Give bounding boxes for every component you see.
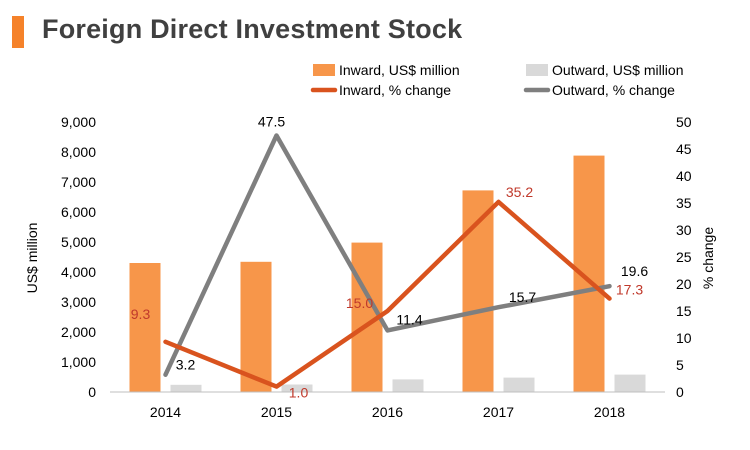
x-axis-tick-label: 2016 (372, 404, 403, 420)
right-axis-tick-label: 15 (676, 303, 692, 319)
left-axis-ticks: 0 1,000 2,000 3,000 4,000 5,000 6,000 7,000 8,00… (61, 114, 96, 400)
right-axis-tick-label: 40 (676, 168, 692, 184)
legend-label-3: Outward, % change (552, 82, 675, 98)
x-axis-tick-label: 2015 (261, 404, 292, 420)
outward-bar-2015 (281, 384, 313, 392)
legend-swatch-0 (313, 64, 335, 76)
left-axis-tick-label: 8,000 (61, 144, 96, 160)
right-axis-tick-label: 35 (676, 195, 692, 211)
outward-pct-label-2017: 15.7 (509, 289, 536, 305)
x-axis-tick-label: 2017 (483, 404, 514, 420)
right-axis-tick-label: 25 (676, 249, 692, 265)
inward-pct-label-2016: 15.0 (346, 295, 373, 311)
outward-bar-2014 (170, 384, 202, 392)
left-axis-tick-label: 7,000 (61, 174, 96, 190)
legend-swatch-1 (526, 64, 548, 76)
outward-bar-2018 (614, 374, 646, 392)
left-axis-tick-label: 1,000 (61, 354, 96, 370)
right-axis-tick-label: 20 (676, 276, 692, 292)
right-axis-tick-label: 0 (676, 384, 684, 400)
page-title: Foreign Direct Investment Stock (42, 14, 463, 44)
right-axis-ticks: 0 5 10 15 20 25 30 35 40 45 50 (676, 114, 692, 400)
outward-pct-label-2014: 3.2 (176, 357, 196, 373)
inward-pct-label-2018: 17.3 (616, 282, 643, 298)
inward-pct-change-line (163, 199, 612, 389)
outward-pct-change-line (163, 133, 612, 377)
left-axis-tick-label: 0 (88, 384, 96, 400)
left-axis-tick-label: 2,000 (61, 324, 96, 340)
bar-series-group (129, 155, 646, 392)
x-axis-ticks: 2014 2015 2016 2017 2018 (150, 404, 625, 420)
inward-pct-label-2017: 35.2 (506, 184, 533, 200)
legend-label-0: Inward, US$ million (339, 62, 460, 78)
outward-pct-label-2016: 11.4 (396, 311, 422, 327)
right-axis-tick-label: 10 (676, 330, 692, 346)
inward-bar-2014 (129, 263, 161, 392)
legend-label-1: Outward, US$ million (552, 62, 684, 78)
inward-pct-label-2014: 9.3 (131, 306, 151, 322)
left-axis-tick-label: 4,000 (61, 264, 96, 280)
title-accent-bar (12, 16, 24, 48)
chart-legend: Inward, US$ million Outward, US$ million I… (310, 62, 684, 98)
right-axis-tick-label: 5 (676, 357, 684, 373)
outward-bar-2017 (503, 377, 535, 392)
x-axis-tick-label: 2014 (150, 404, 181, 420)
left-axis-tick-label: 6,000 (61, 204, 96, 220)
inward-bar-2015 (240, 261, 272, 392)
outward-pct-label-2018: 19.6 (621, 263, 648, 279)
legend-label-2: Inward, % change (339, 82, 451, 98)
right-axis-tick-label: 50 (676, 114, 692, 130)
outward-bar-2016 (392, 379, 424, 392)
left-axis-tick-label: 9,000 (61, 114, 96, 130)
outward-pct-label-2015: 47.5 (258, 114, 285, 130)
left-axis-tick-label: 3,000 (61, 294, 96, 310)
left-axis-label: US$ million (24, 223, 40, 294)
inward-pct-label-2015: 1.0 (289, 385, 309, 401)
right-axis-tick-label: 30 (676, 222, 692, 238)
right-axis-tick-label: 45 (676, 141, 692, 157)
line-series-group (163, 133, 612, 389)
right-axis-label: % change (700, 227, 716, 289)
x-axis-tick-label: 2018 (594, 404, 625, 420)
data-labels-group: 9.3 1.0 15.0 35.2 17.3 3.2 47.5 11.4 15.7 19.6 (131, 114, 649, 401)
left-axis-tick-label: 5,000 (61, 234, 96, 250)
